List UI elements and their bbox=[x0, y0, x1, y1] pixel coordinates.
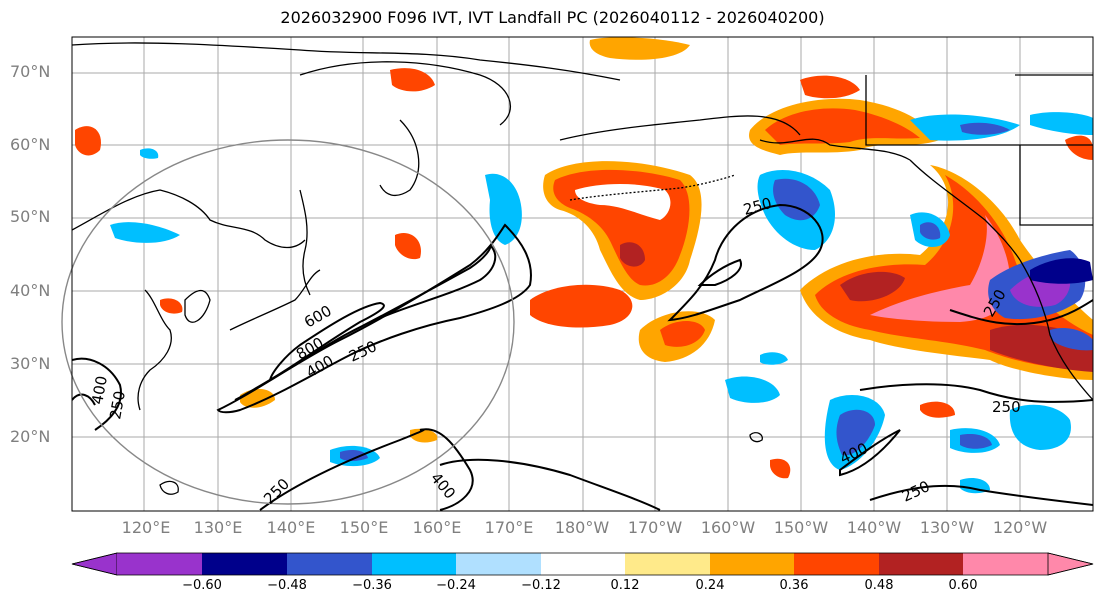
contour-400-main bbox=[234, 244, 497, 401]
lon-label: 170°E bbox=[484, 518, 534, 537]
colorbar-tick: −0.60 bbox=[182, 578, 222, 593]
colorbar-seg bbox=[117, 553, 202, 575]
contour-250-main bbox=[216, 223, 532, 414]
lon-label: 130°W bbox=[919, 518, 975, 537]
lon-label: 160°E bbox=[412, 518, 462, 537]
colorbar-seg bbox=[625, 553, 710, 575]
lat-label: 50°N bbox=[10, 207, 51, 226]
map-title: 2026032900 F096 IVT, IVT Landfall PC (20… bbox=[280, 8, 825, 27]
lat-label: 40°N bbox=[10, 281, 51, 300]
colorbar-min-arrow bbox=[71, 552, 118, 576]
colorbar-seg bbox=[710, 553, 794, 575]
coastlines bbox=[72, 42, 1093, 495]
colorbar-seg bbox=[963, 553, 1048, 575]
colorbar-tick: 0.36 bbox=[779, 578, 809, 593]
contour-label: 250 bbox=[992, 398, 1021, 416]
colorbar-tick: −0.36 bbox=[352, 578, 392, 593]
colorbar-tick: −0.24 bbox=[436, 578, 476, 593]
lon-label: 120°W bbox=[992, 518, 1048, 537]
colorbar-seg bbox=[202, 553, 287, 575]
lat-label: 20°N bbox=[10, 427, 51, 446]
lon-label: 170°W bbox=[627, 518, 683, 537]
ivt-contours bbox=[72, 203, 1093, 511]
colorbar-tick: −0.12 bbox=[521, 578, 561, 593]
colorbar-seg bbox=[372, 553, 456, 575]
colorbar-max-arrow bbox=[1047, 552, 1094, 576]
lon-label: 120°E bbox=[121, 518, 171, 537]
lon-label: 160°W bbox=[700, 518, 756, 537]
colorbar-seg bbox=[541, 553, 625, 575]
colorbar-seg bbox=[287, 553, 372, 575]
lat-label: 30°N bbox=[10, 354, 51, 373]
contour-label: 400 bbox=[88, 374, 111, 405]
lon-label: 130°E bbox=[193, 518, 243, 537]
lat-label: 70°N bbox=[10, 62, 51, 81]
landfall-region-circle bbox=[61, 139, 515, 505]
colorbar-seg bbox=[794, 553, 879, 575]
colorbar-seg bbox=[879, 553, 963, 575]
colorbar bbox=[71, 552, 1094, 576]
contour-600-main bbox=[268, 301, 385, 383]
lat-label: 60°N bbox=[10, 135, 51, 154]
contour-label: 250 bbox=[106, 389, 129, 420]
lon-label: 150°W bbox=[773, 518, 829, 537]
colorbar-tick: 0.48 bbox=[864, 578, 894, 593]
colorbar-seg bbox=[456, 553, 541, 575]
pc-shading bbox=[75, 37, 1093, 494]
contour-250-south bbox=[259, 428, 425, 511]
lon-label: 150°E bbox=[339, 518, 389, 537]
colorbar-tick: −0.48 bbox=[267, 578, 307, 593]
contour-250-east bbox=[667, 203, 824, 322]
contour-400-south bbox=[419, 428, 474, 511]
colorbar-tick: 0.12 bbox=[610, 578, 640, 593]
lon-label: 140°E bbox=[266, 518, 316, 537]
colorbar-tick: 0.24 bbox=[695, 578, 725, 593]
colorbar-tick: 0.60 bbox=[948, 578, 978, 593]
lon-label: 180°W bbox=[554, 518, 610, 537]
contour-250-se bbox=[859, 383, 1093, 403]
lon-label: 140°W bbox=[846, 518, 902, 537]
